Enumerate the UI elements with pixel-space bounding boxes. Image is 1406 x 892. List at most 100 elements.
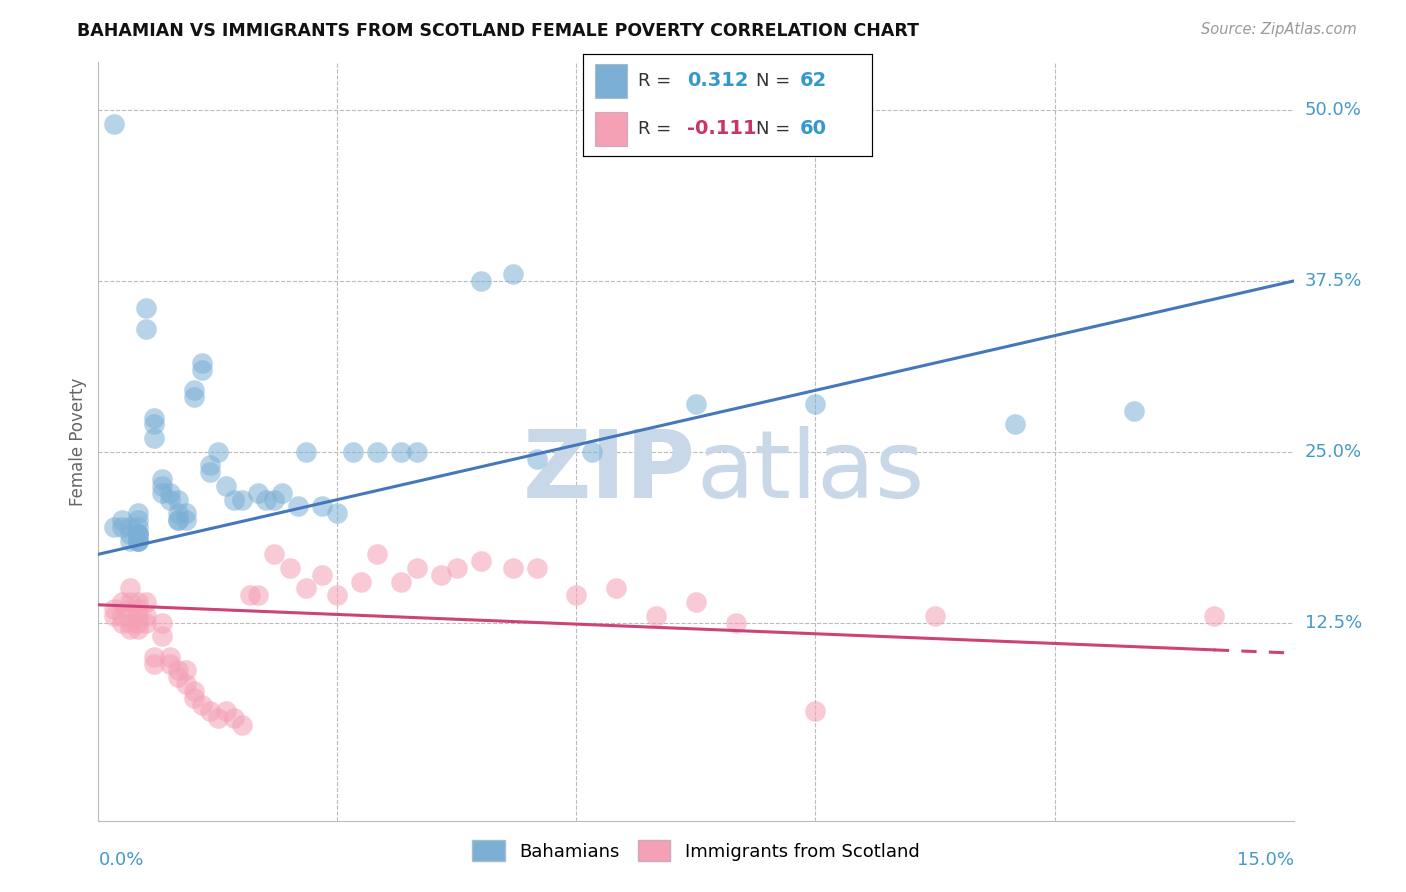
Point bbox=[605, 582, 627, 596]
Text: 12.5%: 12.5% bbox=[1305, 614, 1362, 632]
Point bbox=[231, 718, 253, 732]
Point bbox=[804, 397, 827, 411]
Point bbox=[167, 670, 190, 684]
Point bbox=[120, 623, 142, 637]
Point bbox=[215, 704, 238, 718]
Point bbox=[127, 533, 149, 548]
Point bbox=[111, 608, 134, 623]
Point bbox=[294, 444, 316, 458]
Point bbox=[502, 267, 524, 281]
Point bbox=[183, 690, 205, 705]
Point bbox=[120, 582, 142, 596]
Point bbox=[198, 458, 221, 473]
Point bbox=[526, 561, 548, 575]
Point bbox=[167, 664, 190, 678]
Point bbox=[150, 629, 173, 643]
Point bbox=[207, 711, 229, 725]
Point bbox=[263, 492, 285, 507]
Point bbox=[127, 513, 149, 527]
Point bbox=[581, 444, 603, 458]
Point bbox=[406, 561, 429, 575]
Point bbox=[143, 431, 166, 445]
Point bbox=[174, 664, 197, 678]
Point bbox=[685, 595, 707, 609]
Text: R =: R = bbox=[638, 71, 678, 90]
Point bbox=[143, 657, 166, 671]
Text: 37.5%: 37.5% bbox=[1305, 272, 1362, 290]
Point bbox=[326, 506, 349, 520]
Point bbox=[366, 547, 388, 561]
Point bbox=[150, 472, 173, 486]
Point bbox=[924, 608, 946, 623]
Point bbox=[120, 615, 142, 630]
Point bbox=[294, 582, 316, 596]
Point bbox=[311, 500, 333, 514]
Point bbox=[120, 526, 142, 541]
Point bbox=[120, 520, 142, 534]
Point bbox=[150, 485, 173, 500]
Point bbox=[183, 684, 205, 698]
Point bbox=[804, 704, 827, 718]
Point bbox=[1004, 417, 1026, 432]
Point bbox=[198, 704, 221, 718]
Point bbox=[246, 485, 269, 500]
Point bbox=[222, 492, 245, 507]
Text: 25.0%: 25.0% bbox=[1305, 442, 1362, 461]
Text: BAHAMIAN VS IMMIGRANTS FROM SCOTLAND FEMALE POVERTY CORRELATION CHART: BAHAMIAN VS IMMIGRANTS FROM SCOTLAND FEM… bbox=[77, 22, 920, 40]
Point bbox=[183, 390, 205, 404]
Point bbox=[470, 554, 492, 568]
Point bbox=[135, 615, 157, 630]
Point bbox=[430, 567, 453, 582]
Point bbox=[215, 479, 238, 493]
Point bbox=[127, 526, 149, 541]
Point bbox=[150, 615, 173, 630]
Point bbox=[150, 479, 173, 493]
Text: 60: 60 bbox=[800, 120, 827, 138]
Legend: Bahamians, Immigrants from Scotland: Bahamians, Immigrants from Scotland bbox=[465, 833, 927, 869]
Point bbox=[127, 602, 149, 616]
Point bbox=[406, 444, 429, 458]
Point bbox=[174, 677, 197, 691]
Text: N =: N = bbox=[756, 120, 796, 138]
Point bbox=[143, 410, 166, 425]
Point bbox=[127, 533, 149, 548]
Point bbox=[167, 513, 190, 527]
Point bbox=[526, 451, 548, 466]
Point bbox=[127, 533, 149, 548]
Point bbox=[143, 649, 166, 664]
Bar bbox=[595, 64, 627, 97]
Point bbox=[159, 492, 181, 507]
Point bbox=[565, 588, 588, 602]
Point bbox=[222, 711, 245, 725]
Point bbox=[350, 574, 373, 589]
Text: R =: R = bbox=[638, 120, 678, 138]
Text: Source: ZipAtlas.com: Source: ZipAtlas.com bbox=[1201, 22, 1357, 37]
Point bbox=[167, 492, 190, 507]
Text: ZIP: ZIP bbox=[523, 425, 696, 518]
Point bbox=[207, 444, 229, 458]
Point bbox=[135, 301, 157, 316]
Point bbox=[159, 657, 181, 671]
Point bbox=[191, 363, 214, 377]
Point bbox=[111, 595, 134, 609]
Point bbox=[326, 588, 349, 602]
Point bbox=[143, 417, 166, 432]
Point bbox=[127, 526, 149, 541]
Point bbox=[191, 356, 214, 370]
Point bbox=[470, 274, 492, 288]
Point bbox=[159, 649, 181, 664]
Point bbox=[342, 444, 364, 458]
Point bbox=[167, 513, 190, 527]
Point bbox=[1202, 608, 1225, 623]
Point bbox=[183, 384, 205, 398]
Point bbox=[174, 506, 197, 520]
Y-axis label: Female Poverty: Female Poverty bbox=[69, 377, 87, 506]
Point bbox=[135, 322, 157, 336]
Point bbox=[246, 588, 269, 602]
Point bbox=[111, 520, 134, 534]
Bar bbox=[595, 112, 627, 145]
Point bbox=[278, 561, 301, 575]
Text: atlas: atlas bbox=[696, 425, 924, 518]
Text: -0.111: -0.111 bbox=[688, 120, 756, 138]
Point bbox=[254, 492, 277, 507]
